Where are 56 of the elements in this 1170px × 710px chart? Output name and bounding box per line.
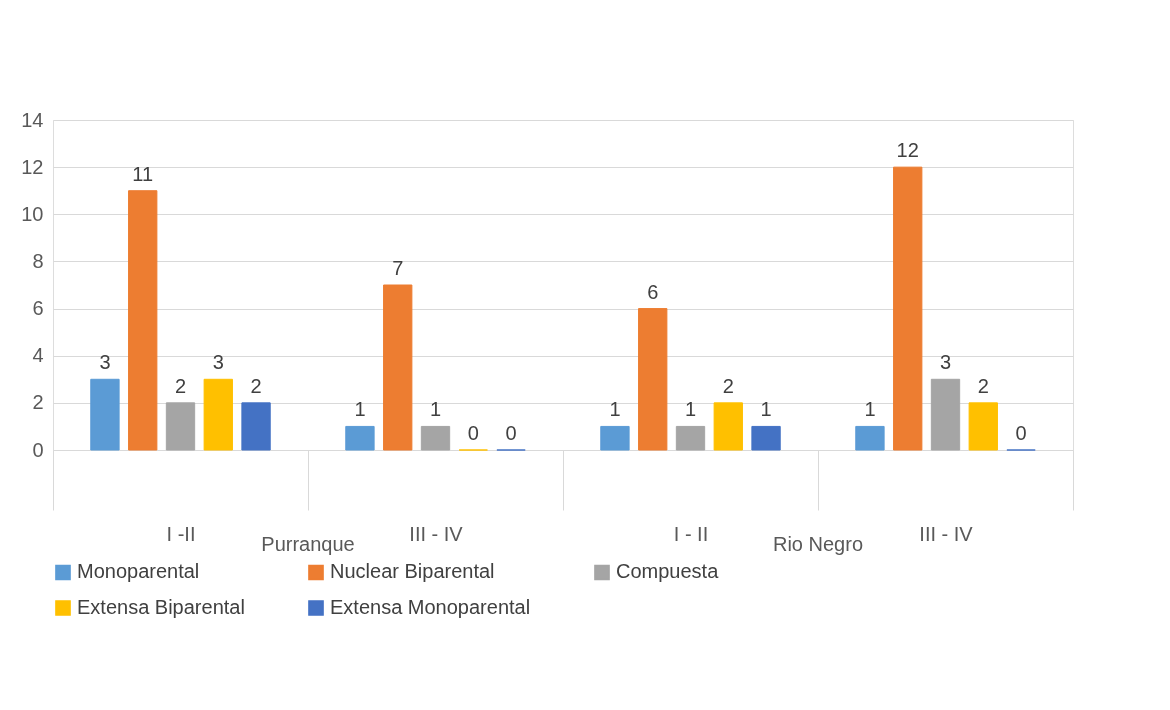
bar [968, 402, 998, 451]
legend-label: Extensa Monoparental [330, 596, 531, 618]
bar [675, 425, 706, 451]
bar [600, 425, 630, 451]
legend-label: Nuclear Biparental [330, 560, 495, 583]
bar [203, 378, 233, 451]
data-label: 0 [1015, 422, 1027, 444]
bar [893, 166, 923, 451]
bar [128, 190, 158, 451]
bar [165, 402, 196, 451]
bar [751, 425, 781, 451]
data-label: 2 [722, 374, 734, 397]
bar [713, 402, 743, 451]
x-tick-label: III - IV [409, 522, 464, 545]
data-label: 7 [392, 257, 404, 279]
x-tick-label: I - II [673, 522, 709, 545]
data-label: 12 [896, 139, 919, 162]
data-label: 1 [760, 398, 772, 421]
data-label: 3 [99, 351, 111, 374]
data-label: 2 [977, 374, 989, 397]
y-tick-label: 2 [32, 391, 44, 414]
data-label: 2 [174, 374, 187, 397]
bar [345, 425, 375, 451]
data-label: 1 [429, 398, 442, 421]
bar [383, 284, 413, 451]
legend-label: Extensa Biparental [77, 596, 245, 618]
x-tick-label: III - IV [919, 522, 974, 545]
y-tick-label: 14 [21, 108, 44, 131]
data-label: 1 [684, 398, 697, 421]
data-label: 1 [354, 398, 366, 421]
y-tick-label: 0 [32, 438, 44, 461]
data-label: 0 [467, 422, 479, 444]
bar [930, 378, 961, 451]
bar [241, 402, 271, 451]
legend-label: Compuesta [616, 560, 720, 583]
y-tick-label: 10 [21, 202, 44, 225]
y-tick-label: 12 [21, 155, 44, 178]
y-tick-label: 8 [32, 249, 44, 272]
bar [855, 425, 885, 451]
data-label: 1 [864, 398, 876, 421]
text: Purranque [261, 533, 355, 555]
bar [90, 378, 120, 451]
data-label: 0 [505, 422, 517, 444]
text: Rio Negro [772, 533, 864, 555]
data-label: 6 [647, 280, 659, 303]
bar [420, 425, 451, 451]
x-tick-label: I -II [166, 522, 196, 545]
data-label: 2 [250, 374, 262, 397]
y-tick-label: 4 [32, 344, 44, 367]
y-tick-label: 6 [32, 297, 44, 320]
legend-label: Monoparental [77, 560, 200, 583]
data-label: 3 [212, 351, 224, 374]
bar [638, 308, 668, 451]
data-label: 1 [609, 398, 621, 421]
data-label: 3 [939, 351, 952, 374]
data-label: 11 [132, 162, 154, 185]
